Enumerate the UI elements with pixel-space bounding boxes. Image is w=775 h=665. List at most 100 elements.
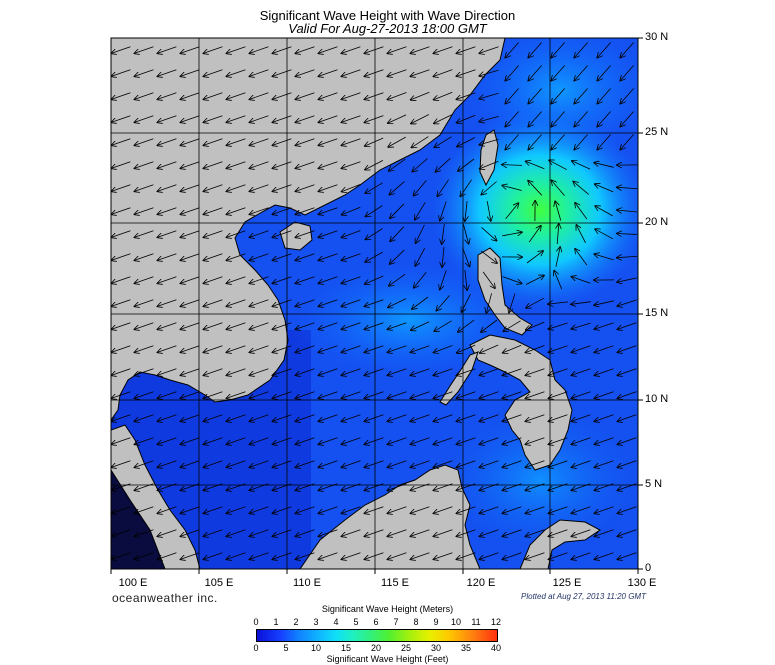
wave-direction-arrow (480, 391, 499, 399)
wave-direction-arrow (273, 161, 292, 169)
wave-direction-arrow (158, 529, 177, 537)
wave-direction-arrow (158, 92, 177, 100)
wave-direction-arrow (388, 136, 406, 147)
wave-direction-arrow (112, 322, 131, 330)
wave-direction-arrow (135, 391, 154, 399)
wave-direction-arrow (181, 276, 200, 284)
wave-direction-arrow (204, 483, 223, 491)
wave-direction-arrow (112, 552, 131, 560)
wave-direction-arrow (273, 460, 292, 468)
wave-direction-arrow (574, 134, 588, 150)
map-subtitle: Valid For Aug-27-2013 18:00 GMT (288, 21, 487, 36)
wave-direction-arrow (342, 138, 361, 146)
wave-direction-arrow (435, 136, 452, 148)
wave-direction-arrow (555, 201, 562, 221)
wave-direction-arrow (595, 437, 614, 445)
wave-direction-arrow (572, 414, 591, 422)
wave-direction-arrow (204, 46, 223, 54)
wave-direction-arrow (574, 65, 588, 81)
wave-direction-arrow (319, 529, 338, 537)
wave-direction-arrow (342, 69, 361, 77)
wave-direction-arrow (319, 115, 338, 123)
wave-direction-arrow (250, 184, 269, 192)
wave-direction-arrow (434, 114, 453, 124)
wave-direction-arrow (296, 161, 315, 169)
wave-direction-arrow (551, 134, 565, 150)
wave-direction-arrow (158, 345, 177, 353)
wave-direction-arrow (319, 368, 338, 376)
wave-direction-arrow (620, 42, 634, 58)
wave-direction-arrow (575, 203, 588, 220)
wave-direction-arrow (250, 276, 269, 284)
wave-direction-arrow (227, 138, 246, 146)
wave-direction-arrow (319, 138, 338, 146)
wave-direction-arrow (440, 270, 447, 290)
wave-direction-arrow (412, 158, 428, 172)
wave-direction-arrow (481, 181, 497, 195)
wave-direction-arrow (273, 207, 292, 215)
wave-direction-arrow (112, 391, 131, 399)
wave-direction-arrow (365, 552, 384, 560)
wave-direction-arrow (388, 552, 407, 560)
wave-direction-arrow (526, 437, 545, 445)
wave-direction-arrow (576, 225, 586, 244)
wave-direction-arrow (457, 460, 476, 468)
wave-direction-arrow (204, 276, 223, 284)
wave-direction-arrow (618, 391, 637, 399)
wave-direction-arrow (365, 460, 384, 468)
wave-direction-arrow (227, 506, 246, 514)
wave-direction-arrow (618, 322, 637, 330)
wave-direction-arrow (503, 414, 522, 422)
wave-direction-arrow (574, 42, 588, 58)
wave-direction-arrow (462, 293, 471, 312)
wave-direction-arrow (503, 506, 522, 514)
wave-direction-arrow (342, 92, 361, 100)
wave-direction-arrow (319, 276, 338, 284)
wave-direction-arrow (112, 253, 131, 261)
wave-direction-arrow (595, 506, 614, 514)
wave-direction-arrow (411, 46, 430, 54)
wave-direction-arrow (480, 460, 499, 468)
wave-direction-arrow (595, 460, 614, 468)
wave-direction-arrow (388, 46, 407, 54)
wave-direction-arrow (319, 506, 338, 514)
wave-direction-arrow (526, 552, 545, 560)
wave-direction-arrow (204, 115, 223, 123)
wave-direction-arrow (296, 184, 315, 192)
central-swell-region (290, 260, 530, 380)
wave-direction-arrow (158, 115, 177, 123)
lat-label-15n: 15 N (645, 307, 669, 319)
wave-direction-arrow (411, 345, 430, 353)
wave-direction-arrow (572, 345, 591, 353)
wave-direction-arrow (595, 552, 614, 560)
wave-direction-arrow (365, 322, 384, 330)
wave-direction-arrow (434, 529, 453, 537)
wave-direction-arrow (342, 460, 361, 468)
wave-direction-arrow (595, 322, 614, 329)
wave-direction-arrow (158, 391, 177, 399)
wave-direction-arrow (250, 92, 269, 100)
wave-direction-arrow (181, 368, 200, 376)
wave-direction-arrow (617, 210, 637, 212)
wave-direction-arrow (135, 161, 154, 169)
wave-direction-arrow (181, 138, 200, 146)
wave-direction-arrow (296, 207, 315, 215)
legend-feet-tick: 5 (283, 643, 289, 653)
wave-direction-arrow (181, 391, 200, 399)
wave-direction-arrow (415, 202, 426, 219)
wave-direction-arrow (204, 184, 223, 192)
legend-meters-title: Significant Wave Height (Meters) (321, 604, 454, 614)
wave-direction-arrow (552, 180, 565, 196)
wave-direction-arrow (135, 138, 154, 146)
wave-direction-arrow (388, 298, 407, 308)
wave-direction-arrow (463, 224, 468, 243)
wave-direction-arrow (181, 414, 200, 422)
wave-direction-arrow (365, 483, 384, 491)
wave-direction-arrow (572, 506, 591, 514)
wave-direction-arrow (411, 506, 430, 514)
wave-direction-arrow (273, 230, 292, 238)
wave-height-map (110, 37, 643, 574)
wave-direction-arrow (273, 299, 292, 307)
wave-direction-arrow (549, 437, 568, 445)
wave-direction-arrow (250, 161, 269, 169)
